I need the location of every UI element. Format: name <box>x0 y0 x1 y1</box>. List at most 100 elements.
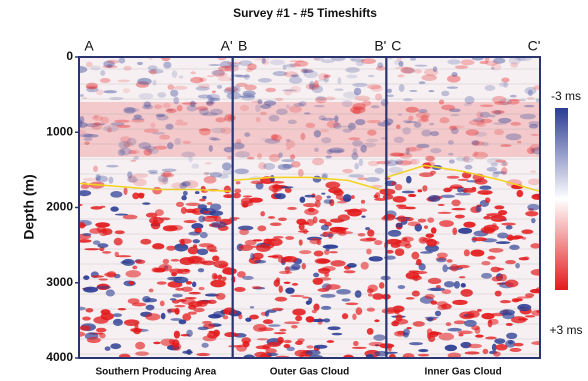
texture-blob <box>85 85 98 89</box>
texture-blob <box>367 84 382 90</box>
texture-blob <box>326 340 335 343</box>
texture-blob <box>325 181 341 189</box>
texture-blob <box>405 147 410 156</box>
texture-blob <box>314 258 330 265</box>
texture-blob <box>408 342 423 346</box>
texture-blob <box>410 158 420 165</box>
texture-blob <box>379 188 396 196</box>
texture-blob <box>285 147 291 150</box>
texture-blob <box>256 244 271 252</box>
texture-blob <box>350 195 355 199</box>
texture-blob <box>110 343 122 350</box>
texture-blob <box>255 117 261 123</box>
texture-blob <box>303 70 318 79</box>
texture-blob <box>83 137 93 141</box>
texture-blob <box>517 303 532 312</box>
texture-blob <box>350 106 366 114</box>
texture-blob <box>251 285 262 290</box>
texture-blob <box>531 310 540 316</box>
texture-blob <box>206 100 214 106</box>
texture-blob <box>500 160 509 167</box>
texture-blob <box>122 88 131 94</box>
texture-blob <box>367 74 375 78</box>
panel-right-label: A' <box>221 38 233 54</box>
texture-blob <box>351 346 367 349</box>
texture-blob <box>147 65 158 71</box>
texture-blob <box>96 285 112 289</box>
texture-blob <box>405 175 412 184</box>
texture-blob <box>365 237 377 241</box>
texture-blob <box>343 91 359 99</box>
texture-blob <box>319 129 330 133</box>
texture-blob <box>102 250 112 254</box>
texture-blob <box>491 223 497 228</box>
texture-blob <box>95 222 110 228</box>
texture-blob <box>516 140 522 144</box>
texture-blob <box>170 258 180 262</box>
texture-blob <box>208 210 224 217</box>
texture-blob <box>187 246 199 255</box>
texture-blob <box>367 129 377 136</box>
texture-blob <box>282 163 294 169</box>
texture-blob <box>175 287 184 291</box>
texture-blob <box>512 235 524 240</box>
texture-blob <box>143 128 159 133</box>
texture-blob <box>285 138 291 142</box>
texture-blob <box>145 212 158 218</box>
texture-blob <box>302 228 308 235</box>
texture-blob <box>382 194 394 200</box>
texture-blob <box>394 248 405 257</box>
texture-blob <box>110 206 119 212</box>
texture-blob <box>498 82 508 87</box>
texture-blob <box>418 263 426 271</box>
texture-blob <box>90 275 104 278</box>
texture-blob <box>317 288 330 292</box>
texture-blob <box>465 129 479 136</box>
texture-blob <box>323 318 331 323</box>
texture-blob <box>132 173 149 179</box>
texture-blob <box>450 114 460 117</box>
texture-blob <box>257 78 272 83</box>
texture-blob <box>132 265 138 270</box>
texture-blob <box>276 108 288 115</box>
texture-blob <box>509 244 520 251</box>
texture-blob <box>320 293 336 298</box>
texture-blob <box>147 169 159 173</box>
texture-blob <box>423 225 429 229</box>
texture-blob <box>332 149 344 153</box>
texture-blob <box>396 215 407 222</box>
texture-blob <box>170 89 179 97</box>
texture-blob <box>128 281 135 286</box>
texture-blob <box>529 143 540 152</box>
texture-blob <box>273 332 287 335</box>
texture-blob <box>417 353 430 357</box>
texture-blob <box>458 276 466 279</box>
texture-blob <box>261 57 266 64</box>
texture-blob <box>476 111 484 119</box>
texture-blob <box>388 353 396 358</box>
texture-blob <box>112 318 123 326</box>
texture-blob <box>387 94 395 98</box>
texture-blob <box>461 315 475 318</box>
texture-blob <box>142 295 151 303</box>
chart-title: Survey #1 - #5 Timeshifts <box>233 6 377 20</box>
texture-blob <box>474 327 481 334</box>
texture-blob <box>326 195 331 199</box>
texture-blob <box>498 117 512 124</box>
texture-blob <box>294 60 309 67</box>
texture-blob <box>131 302 147 307</box>
texture-blob <box>504 279 519 288</box>
texture-blob <box>494 101 510 106</box>
texture-blob <box>326 120 340 129</box>
texture-blob <box>323 74 331 78</box>
texture-blob <box>352 108 361 115</box>
texture-blob <box>342 168 354 174</box>
texture-blob <box>448 152 454 156</box>
texture-blob <box>179 182 187 189</box>
texture-blob <box>426 156 436 162</box>
texture-blob <box>202 335 217 342</box>
texture-blob <box>406 327 412 330</box>
texture-blob <box>471 186 477 191</box>
texture-blob <box>485 60 498 66</box>
texture-blob <box>380 137 386 140</box>
